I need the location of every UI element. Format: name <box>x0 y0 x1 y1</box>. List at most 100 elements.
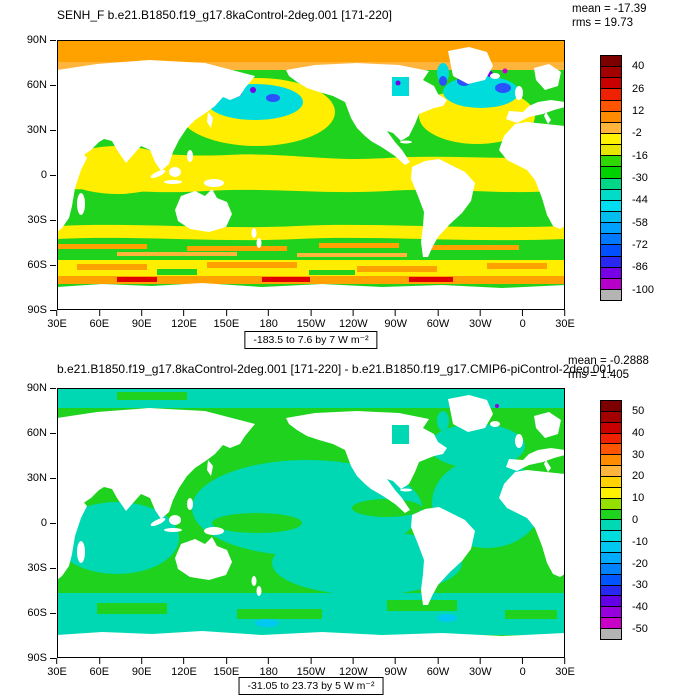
tick-mark <box>50 567 56 569</box>
colorbar-box <box>601 89 621 101</box>
tick-label: 90W <box>384 666 407 678</box>
colorbar-box <box>601 585 621 597</box>
colorbar-box <box>601 574 621 586</box>
tick-mark <box>352 658 354 664</box>
tick-mark <box>50 477 56 479</box>
bottom-map-frame <box>57 388 565 658</box>
x-tick: 30E <box>555 658 575 678</box>
colorbar-tick-label: 40 <box>632 60 645 73</box>
tick-label: 150E <box>213 666 240 678</box>
tick-mark <box>50 174 56 176</box>
tick-label: 180 <box>259 666 278 678</box>
colorbar-tick-label: 10 <box>632 492 645 505</box>
y-tick: 60N <box>27 79 56 91</box>
tick-mark <box>310 310 312 316</box>
tick-mark <box>268 658 270 664</box>
tick-mark <box>50 84 56 86</box>
tick-mark <box>50 432 56 434</box>
tick-mark <box>50 387 56 389</box>
x-tick: 150E <box>213 310 239 330</box>
tick-mark <box>183 658 185 664</box>
top-x-axis: 30E 60E 90E 120E 150E 180 150W 120W 90W 60W 30W 0 30… <box>47 310 575 336</box>
colorbar-tick-label: -30 <box>632 579 648 592</box>
colorbar-box <box>601 211 621 224</box>
x-tick: 60E <box>90 658 109 678</box>
bottom-colorbar <box>600 400 622 640</box>
x-tick: 180 <box>259 658 278 678</box>
colorbar-box <box>601 56 621 68</box>
tick-mark <box>268 310 270 316</box>
tick-label: 150W <box>296 666 326 678</box>
tick-label: 150W <box>296 318 326 330</box>
colorbar-box <box>601 245 621 257</box>
colorbar-box <box>601 553 621 564</box>
tick-mark <box>479 310 481 316</box>
x-tick: 180 <box>259 310 278 330</box>
colorbar-tick-label: 30 <box>632 448 645 461</box>
top-map-frame <box>57 40 565 310</box>
tick-label: 0 <box>40 517 47 529</box>
colorbar-box <box>601 531 621 543</box>
tick-mark <box>395 658 397 664</box>
top-range-label: -183.5 to 7.6 by 7 W m⁻² <box>244 331 378 349</box>
tick-mark <box>50 522 56 524</box>
colorbar-box <box>601 111 621 123</box>
x-tick: 150W <box>296 658 326 678</box>
x-tick: 150W <box>296 310 326 330</box>
bottom-x-axis: 30E 60E 90E 120E 150E 180 150W 120W 90W 60W 30W 0 30… <box>47 658 575 684</box>
tick-mark <box>98 658 100 664</box>
tick-label: 120E <box>171 318 197 330</box>
tick-label: 0 <box>519 318 526 330</box>
top-panel-title: SENH_F b.e21.B1850.f19_g17.8kaControl-2d… <box>57 8 392 22</box>
tick-label: 60N <box>26 427 47 439</box>
colorbar-box <box>601 178 621 190</box>
colorbar-box <box>601 629 621 639</box>
x-tick: 60W <box>427 310 449 330</box>
colorbar-box <box>601 455 621 467</box>
colorbar-box <box>601 278 621 290</box>
colorbar-box <box>601 78 621 90</box>
tick-mark <box>564 310 566 316</box>
colorbar-tick-label: -100 <box>632 283 655 296</box>
tick-mark <box>479 658 481 664</box>
x-tick: 0 <box>520 310 526 330</box>
y-tick: 60S <box>27 259 56 271</box>
tick-label: 180 <box>259 318 278 330</box>
colorbar-box <box>601 223 621 235</box>
tick-label: 150E <box>213 318 240 330</box>
tick-label: 30S <box>27 214 47 226</box>
tick-label: 60N <box>26 79 47 91</box>
tick-label: 90S <box>27 652 47 664</box>
tick-mark <box>98 310 100 316</box>
y-tick: 60N <box>27 427 56 439</box>
tick-label: 0 <box>519 666 526 678</box>
tick-label: 30S <box>27 562 47 574</box>
x-tick: 60E <box>89 310 110 330</box>
tick-mark <box>522 310 524 316</box>
top-map <box>57 40 565 310</box>
colorbar-tick-label: -10 <box>632 535 648 548</box>
colorbar-box <box>601 596 621 608</box>
colorbar-tick-label: -16 <box>632 149 648 162</box>
colorbar-tick-label: -58 <box>632 216 648 229</box>
x-tick: 30W <box>469 658 492 678</box>
tick-label: 60S <box>27 607 47 619</box>
colorbar-tick-label: 20 <box>632 470 645 483</box>
tick-label: 60E <box>89 318 110 330</box>
x-tick: 30E <box>47 658 67 678</box>
tick-label: 30E <box>47 666 67 678</box>
bottom-range-label: -31.05 to 23.73 by 5 W m⁻² <box>238 677 384 695</box>
tick-mark <box>225 658 227 664</box>
colorbar-tick-label: 0 <box>632 514 639 526</box>
tick-label: 90S <box>27 304 47 316</box>
bottom-inland-seas <box>392 411 449 444</box>
colorbar-tick-label: -2 <box>632 127 642 140</box>
colorbar-box <box>601 607 621 619</box>
x-tick: 120W <box>339 658 368 678</box>
tick-mark <box>437 310 439 316</box>
bottom-map <box>57 388 565 658</box>
tick-label: 30E <box>555 666 575 678</box>
tick-mark <box>564 658 566 664</box>
bottom-mean-value: mean = -0.2888 <box>568 355 649 367</box>
colorbar-tick-label: -30 <box>632 172 648 184</box>
